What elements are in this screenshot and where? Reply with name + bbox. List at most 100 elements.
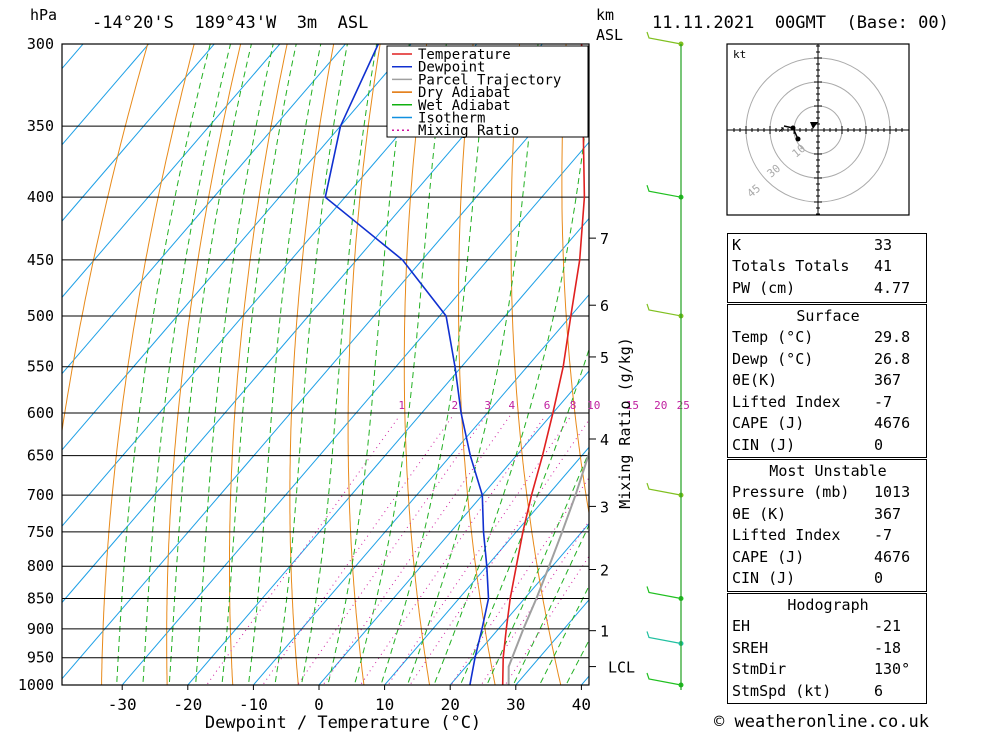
isotherm-line: [121, 141, 589, 685]
cape-label: CAPE (J): [732, 414, 805, 433]
pressure-tick-label: 600: [27, 404, 54, 422]
tt-label: Totals Totals: [732, 257, 850, 276]
table-row: Hodograph: [728, 594, 928, 616]
surface-box: Surface Temp (°C) 29.8 Dewp (°C) 26.8 θE(K…: [727, 304, 927, 458]
cape-label: CAPE (J): [732, 547, 805, 566]
dry-adiabat-line: [347, 44, 381, 685]
cin-value: 0: [874, 435, 884, 454]
temp-label: Temp (°C): [732, 328, 814, 347]
temperature-tick-label: -10: [239, 695, 268, 714]
pressure-tick-label: 850: [27, 589, 54, 607]
dry-adiabat-line: [458, 44, 496, 685]
table-row: SREH -18: [728, 637, 928, 659]
mixing-ratio-line: [359, 415, 546, 685]
pw-label: PW (cm): [732, 278, 796, 297]
pressure-tick-label: 800: [27, 557, 54, 575]
wet-adiabat-line: [221, 44, 297, 685]
pressure-tick-label: 700: [27, 486, 54, 504]
mixing-ratio-lines: [206, 415, 589, 685]
mixing-ratio-line: [504, 555, 589, 685]
temperature-tick-label: 0: [314, 695, 324, 714]
mixing-ratio-label: 20: [654, 399, 667, 412]
mixing-ratio-labels: 1 2 3 4 6 8 10 15 20 25: [398, 399, 690, 412]
wet-adiabat-line: [247, 44, 322, 685]
lifted-index-label: Lifted Index: [732, 392, 841, 411]
isotherm-line: [318, 370, 589, 685]
table-row: Dewp (°C) 26.8: [728, 348, 928, 370]
altitude-tick-label: 5: [600, 349, 609, 367]
legend-label: Dry Adiabat: [418, 85, 511, 101]
mixing-ratio-label: 2: [451, 399, 458, 412]
tt-value: 41: [874, 257, 893, 276]
mixing-ratio-line: [409, 419, 589, 685]
pressure-tick-label: 400: [27, 188, 54, 206]
stmdir-value: 130°: [874, 660, 911, 679]
wet-adiabat-line: [142, 44, 232, 685]
pressure-tick-label: 300: [27, 35, 54, 53]
pressure-tick-label: 650: [27, 447, 54, 465]
temperature-tick-label: 10: [375, 695, 394, 714]
datetime-title: 11.11.2021 00GMT (Base: 00): [652, 13, 949, 33]
pressure-tick-label: 1000: [18, 676, 54, 694]
wet-adiabat-line: [274, 44, 348, 685]
isotherm-line: [62, 44, 347, 375]
legend-label: Isotherm: [418, 111, 485, 127]
table-row: EH -21: [728, 616, 928, 638]
isotherm-line: [383, 446, 589, 685]
dewp-value: 26.8: [874, 349, 911, 368]
altitude-tick-label: 2: [600, 562, 609, 580]
table-row: CIN (J) 0: [728, 434, 928, 456]
pressure-tick-label: 750: [27, 523, 54, 541]
isobars: [62, 43, 589, 686]
k-label: K: [732, 235, 742, 254]
altitude-tick-label: 4: [600, 431, 609, 449]
mixing-ratio-label: 25: [677, 399, 690, 412]
profile-lines: [324, 44, 589, 685]
legend-label: Dewpoint: [418, 60, 485, 76]
hodograph-arrow-icon: ↗: [778, 122, 785, 135]
table-row: Pressure (mb) 1013: [728, 482, 928, 504]
pw-value: 4.77: [874, 278, 911, 297]
pressure-axis: 300 350 400 450 500 550 600 650 700 750 800 850 900 9…: [18, 35, 54, 694]
pressure-tick-label: 350: [27, 117, 54, 135]
hodograph-unit-label: kt: [733, 48, 746, 61]
dry-adiabat-line: [510, 44, 562, 685]
wind-barb: [646, 631, 682, 645]
mixing-ratio-label: 8: [570, 399, 577, 412]
wind-barb: [646, 672, 682, 686]
pressure-unit-label: hPa: [30, 6, 57, 24]
theta-label: θE(K): [732, 371, 778, 390]
most-unstable-box: Most Unstable Pressure (mb) 1013 θE (K) 36…: [727, 459, 927, 592]
wind-barb: [646, 586, 682, 600]
altitude-tick-label: 7: [600, 230, 609, 248]
table-row: StmDir 130°: [728, 659, 928, 681]
hodograph-stats-table: Hodograph EH -21 SREH -18 StmDir 130° StmSp…: [728, 594, 928, 702]
altitude-tick-label: 1: [600, 623, 609, 641]
wet-adiabat-line: [433, 94, 589, 685]
table-row: CAPE (J) 4676: [728, 413, 928, 435]
wet-adiabat-line: [353, 44, 447, 685]
dewpoint-line: [324, 44, 490, 685]
mixing-ratio-line: [296, 415, 487, 685]
lifted-index-value: -7: [874, 526, 893, 545]
most-unstable-table: Most Unstable Pressure (mb) 1013 θE (K) 36…: [728, 460, 928, 589]
legend-label: Parcel Trajectory: [418, 72, 561, 88]
legend-label: Mixing Ratio: [418, 123, 519, 139]
temp-value: 29.8: [874, 328, 911, 347]
table-row: Temp (°C) 29.8: [728, 327, 928, 349]
mixing-ratio-line: [262, 415, 454, 685]
surface-title: Surface: [796, 306, 860, 325]
table-row: CAPE (J) 4676: [728, 546, 928, 568]
most-unstable-title: Most Unstable: [769, 461, 887, 480]
wet-adiabat-line: [512, 523, 589, 685]
pressure-tick-label: 950: [27, 649, 54, 667]
stmspd-label: StmSpd (kt): [732, 681, 832, 700]
asl-unit-label: ASL: [596, 26, 623, 44]
eh-value: -21: [874, 617, 902, 636]
wind-barb: [646, 482, 682, 496]
isotherm-line: [252, 294, 589, 685]
table-row: K 33: [728, 234, 928, 256]
table-row: θE (K) 367: [728, 503, 928, 525]
dry-adiabat-line: [936, 31, 1000, 692]
